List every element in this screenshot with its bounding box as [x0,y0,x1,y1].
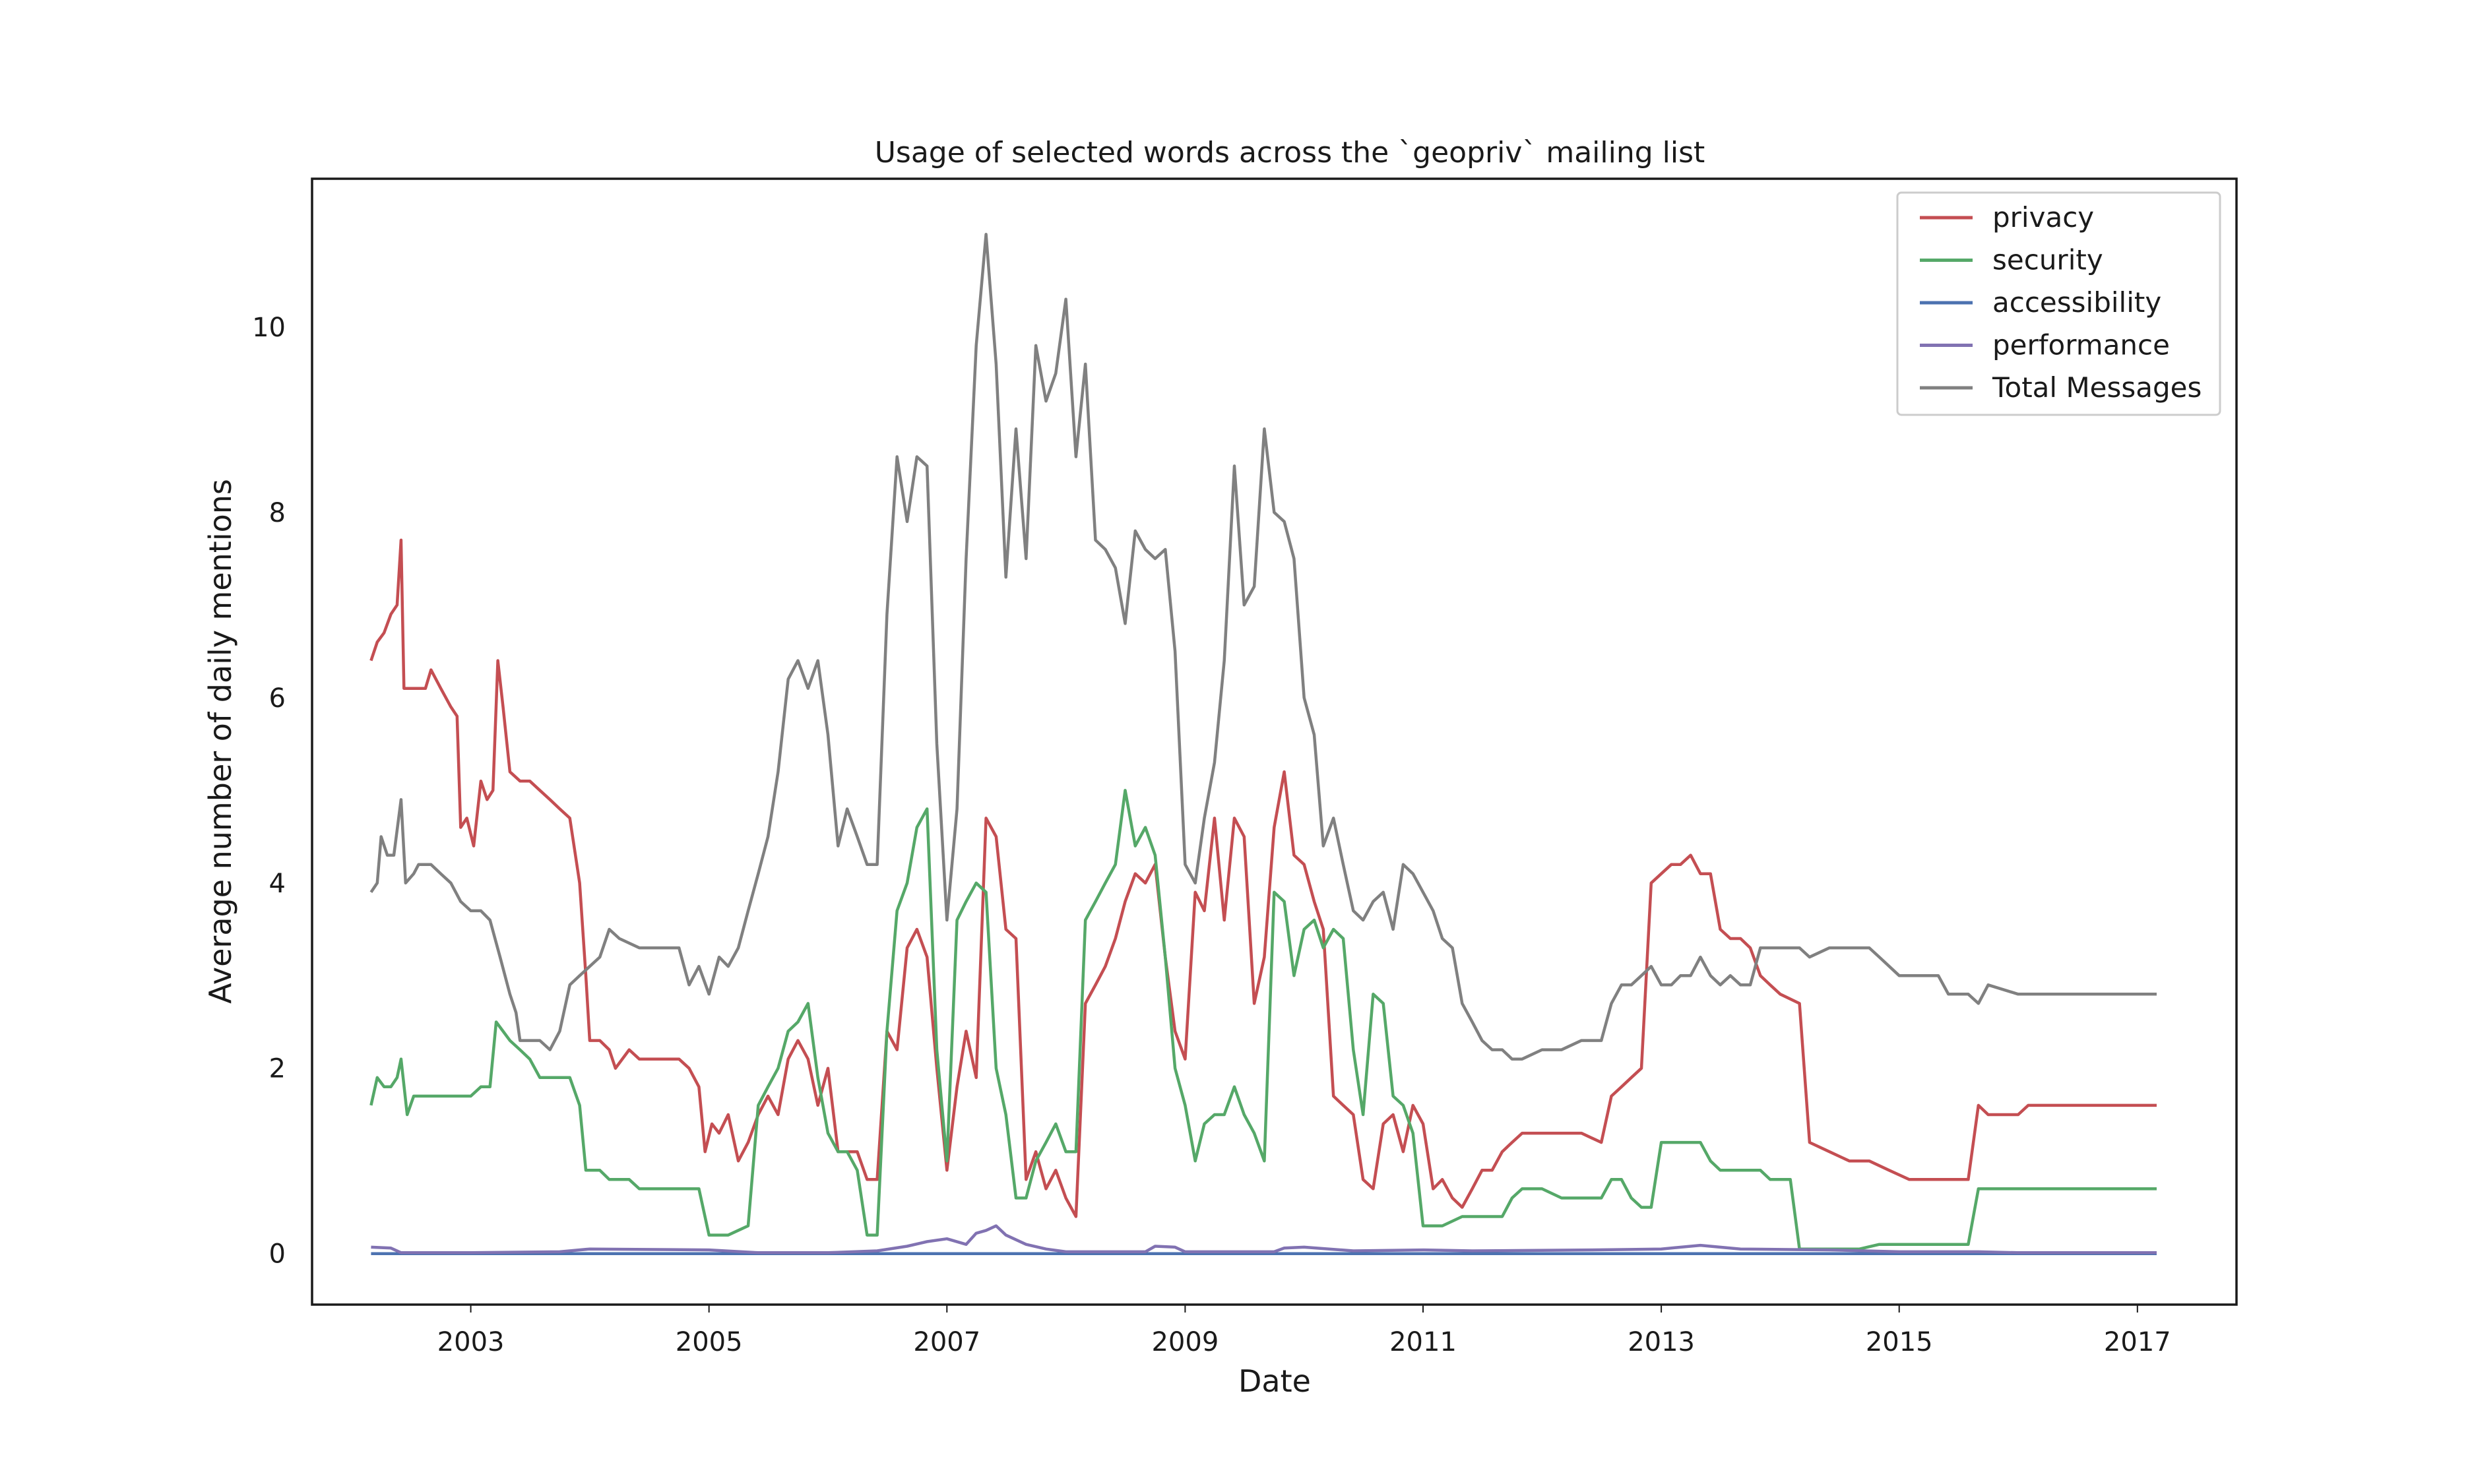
x-tick-label: 2011 [1389,1327,1457,1357]
series-line-privacy [369,538,2157,1218]
y-tick-label: 10 [252,313,286,343]
legend-label: performance [1992,329,2170,361]
legend-label: Total Messages [1992,371,2202,404]
y-tick-label: 2 [269,1054,286,1084]
legend-label: accessibility [1992,286,2161,319]
series-line-security [369,789,2157,1251]
legend-frame [1896,191,2221,416]
y-axis: 0 2 4 6 8 10 [252,313,286,1270]
y-tick-label: 6 [269,683,286,714]
legend-label: security [1992,244,2103,276]
x-tick-label: 2013 [1628,1327,1695,1357]
legend: privacy security accessibility performance T… [1896,191,2221,416]
y-axis-label: Average number of daily mentions [203,479,238,1004]
x-tick-label: 2003 [437,1327,505,1357]
x-tick-label: 2009 [1151,1327,1219,1357]
chart-title: Usage of selected words across the `geop… [875,136,1705,170]
series-layer [369,233,2157,1255]
y-tick-label: 4 [269,869,286,899]
x-tick-label: 2007 [913,1327,980,1357]
legend-label: privacy [1992,201,2094,233]
series-line-performance [371,1224,2157,1254]
y-tick-label: 8 [269,498,286,528]
y-tick-label: 0 [269,1239,286,1270]
series-line-total-messages [369,233,2157,1061]
x-tick-label: 2015 [1866,1327,1933,1357]
x-tick-label: 2005 [676,1327,743,1357]
x-tick-label: 2017 [2104,1327,2171,1357]
x-axis-label: Date [1238,1363,1311,1399]
plot-frame [311,177,2238,1306]
x-axis: 2003 2005 2007 2009 2011 2013 2015 2017 [437,1305,2171,1357]
